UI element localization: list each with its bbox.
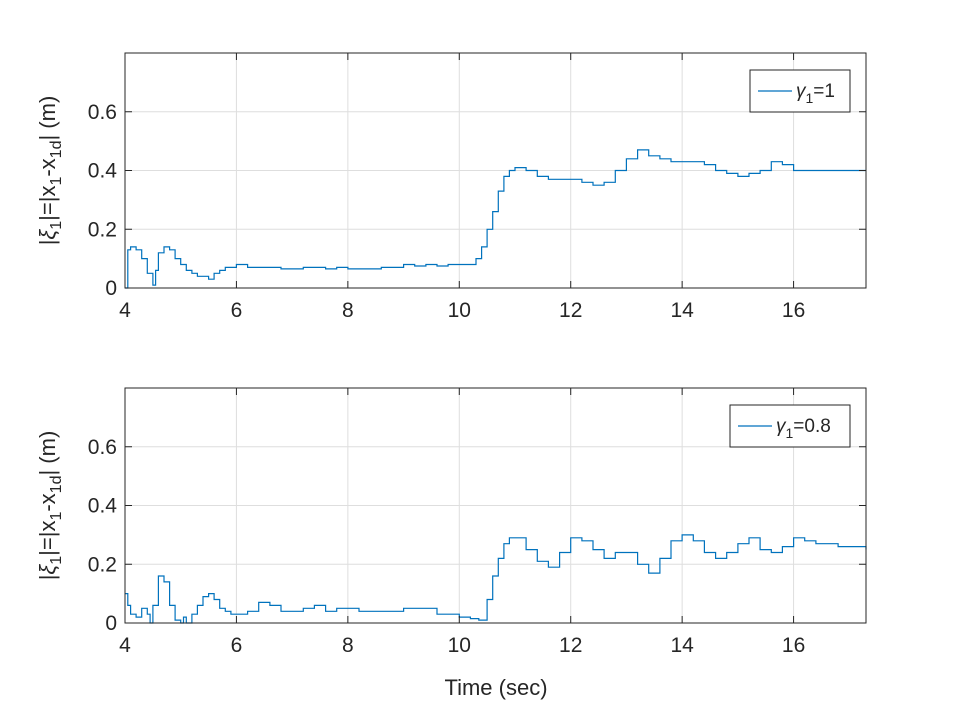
x-axis-label: Time (sec) — [444, 675, 547, 700]
chart-1-x-tick-label: 14 — [670, 634, 694, 657]
chart-0-y-tick-label: 0.6 — [88, 101, 117, 124]
chart-1-y-tick-label: 0.6 — [88, 436, 117, 459]
chart-1-y-axis-label: |ξ1|=|x1-x1d| (m) — [35, 431, 65, 581]
chart-1-y-tick-label: 0.2 — [88, 553, 117, 576]
chart-1-y-tick-label: 0 — [105, 612, 117, 635]
chart-0-x-tick-label: 14 — [670, 299, 694, 322]
chart-0-x-tick-label: 16 — [782, 299, 805, 322]
top-axes: 4 6 8 10 12 14 16 0 0.2 0.4 0.6 |ξ1|=|x1-x1d| (m) γ1… — [35, 52, 867, 322]
chart-1-x-tick-label: 12 — [559, 634, 582, 657]
chart-0-x-tick-label: 10 — [448, 299, 471, 322]
chart-0-y-tick-label: 0.4 — [88, 160, 118, 183]
chart-1-series-0-line — [125, 534, 867, 624]
chart-0-y-tick-label: 0.2 — [88, 218, 117, 241]
chart-1-y-tick-label: 0.4 — [88, 495, 118, 518]
chart-0-y-axis-label: |ξ1|=|x1-x1d| (m) — [35, 96, 65, 246]
bottom-axes: 4 6 8 10 12 14 16 0 0.2 0.4 0.6 |ξ1|=|x1-x1d| (m) γ1… — [35, 387, 867, 657]
chart-0-x-tick-label: 8 — [342, 299, 354, 322]
chart-0-series-0-line — [125, 149, 866, 289]
chart-0-y-tick-label: 0 — [105, 277, 117, 300]
chart-1-x-tick-label: 8 — [342, 634, 354, 657]
chart-1-x-tick-label: 16 — [782, 634, 805, 657]
chart-0-x-tick-label: 12 — [559, 299, 582, 322]
chart-0-legend-label: γ1=1 — [796, 81, 835, 106]
chart-1-x-tick-label: 6 — [231, 634, 243, 657]
chart-0-x-tick-label: 4 — [119, 299, 131, 322]
chart-0-x-tick-label: 6 — [231, 299, 243, 322]
chart-1-x-tick-label: 10 — [448, 634, 471, 657]
chart-1-x-tick-label: 4 — [119, 634, 131, 657]
chart-1-legend-label: γ1=0.8 — [776, 416, 831, 441]
